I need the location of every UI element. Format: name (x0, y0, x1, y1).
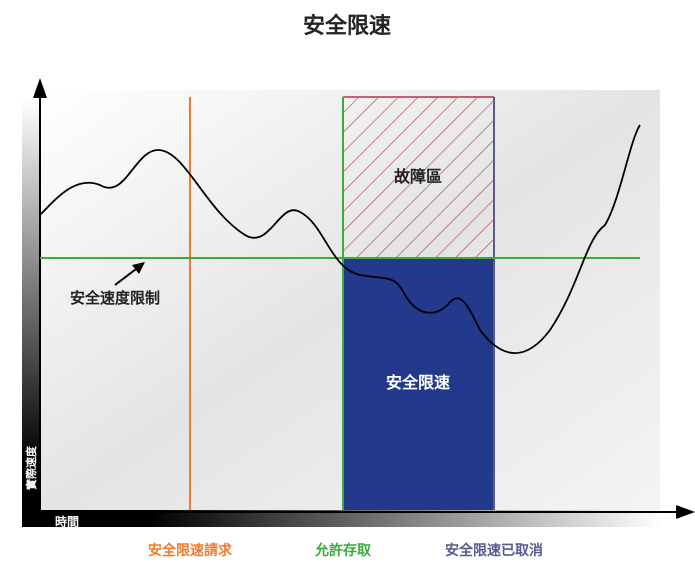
safe-speed-label: 安全限速 (386, 373, 450, 392)
title: 安全限速 (303, 13, 391, 39)
fault-zone (343, 98, 494, 258)
speed-curve (39, 124, 641, 354)
x-axis-bar (22, 510, 662, 527)
safe-speed-zone (343, 258, 494, 510)
marker-label: 安全限速已取消 (445, 542, 543, 559)
fault-zone-label: 故障區 (394, 167, 442, 186)
y-axis-label: 實際速度 (24, 445, 38, 490)
y-axis-bar (22, 100, 40, 527)
marker-label: 允許存取 (314, 542, 372, 559)
marker-label: 安全限速請求 (148, 542, 233, 559)
speed-limit-label: 安全速度限制 (70, 289, 160, 307)
x-axis-label: 時間 (55, 514, 79, 529)
x-arrow (676, 505, 695, 519)
label-arrowhead (132, 262, 145, 274)
y-arrow (33, 78, 47, 98)
